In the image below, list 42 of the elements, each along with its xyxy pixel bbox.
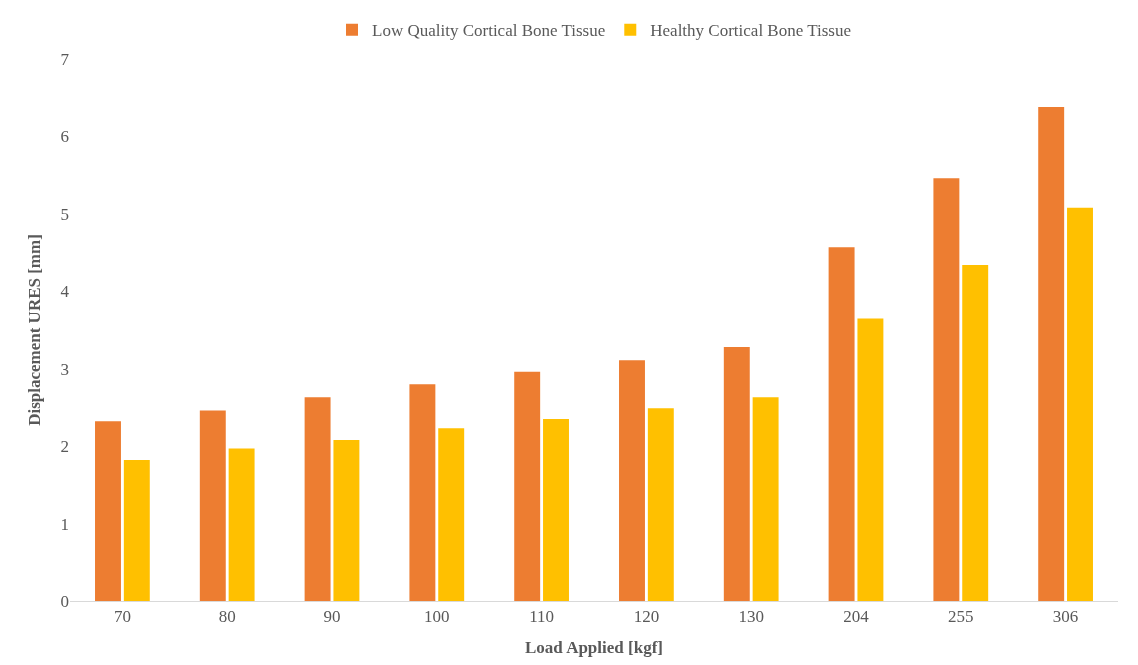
bar (619, 360, 645, 601)
x-tick-label: 255 (948, 607, 974, 627)
bar (828, 247, 855, 601)
bar (1067, 207, 1093, 601)
x-tick-label: 306 (1052, 607, 1079, 627)
bar (123, 460, 150, 601)
y-tick-label: 3 (60, 359, 69, 379)
bar (333, 439, 360, 601)
x-tick-label: 204 (843, 607, 870, 627)
x-tick-label: 80 (218, 607, 236, 627)
bar (933, 178, 960, 601)
x-tick-label: 100 (424, 607, 450, 627)
bar (438, 428, 465, 601)
x-tick-label: 70 (113, 607, 131, 627)
x-tick-label: 120 (633, 607, 660, 627)
x-tick-label: 130 (738, 607, 764, 627)
bar (95, 421, 121, 601)
y-tick-label: 6 (60, 127, 69, 147)
bar (1038, 107, 1065, 601)
bar (304, 397, 331, 601)
bar (752, 397, 779, 601)
y-axis-title: Displacement URES [mm] (25, 234, 45, 426)
y-tick-label: 1 (60, 514, 69, 534)
x-tick-label: 90 (323, 607, 341, 627)
x-axis-title: Load Applied [kgf] (525, 637, 663, 657)
y-tick-label: 0 (60, 591, 69, 611)
bar (723, 347, 750, 601)
bar (962, 264, 989, 601)
bar (228, 448, 255, 601)
y-tick-label: 7 (60, 49, 70, 69)
bar (514, 371, 541, 601)
y-tick-label: 5 (60, 204, 69, 224)
bar (857, 318, 884, 601)
x-tick-label: 110 (529, 607, 555, 627)
bar (543, 419, 569, 601)
y-tick-label: 2 (60, 437, 69, 457)
bar (647, 408, 674, 601)
bar (199, 410, 226, 601)
legend-label: Low Quality Cortical Bone Tissue (372, 21, 606, 41)
legend-label: Healthy Cortical Bone Tissue (650, 21, 851, 41)
bar (409, 384, 436, 601)
y-tick-label: 4 (60, 282, 70, 302)
